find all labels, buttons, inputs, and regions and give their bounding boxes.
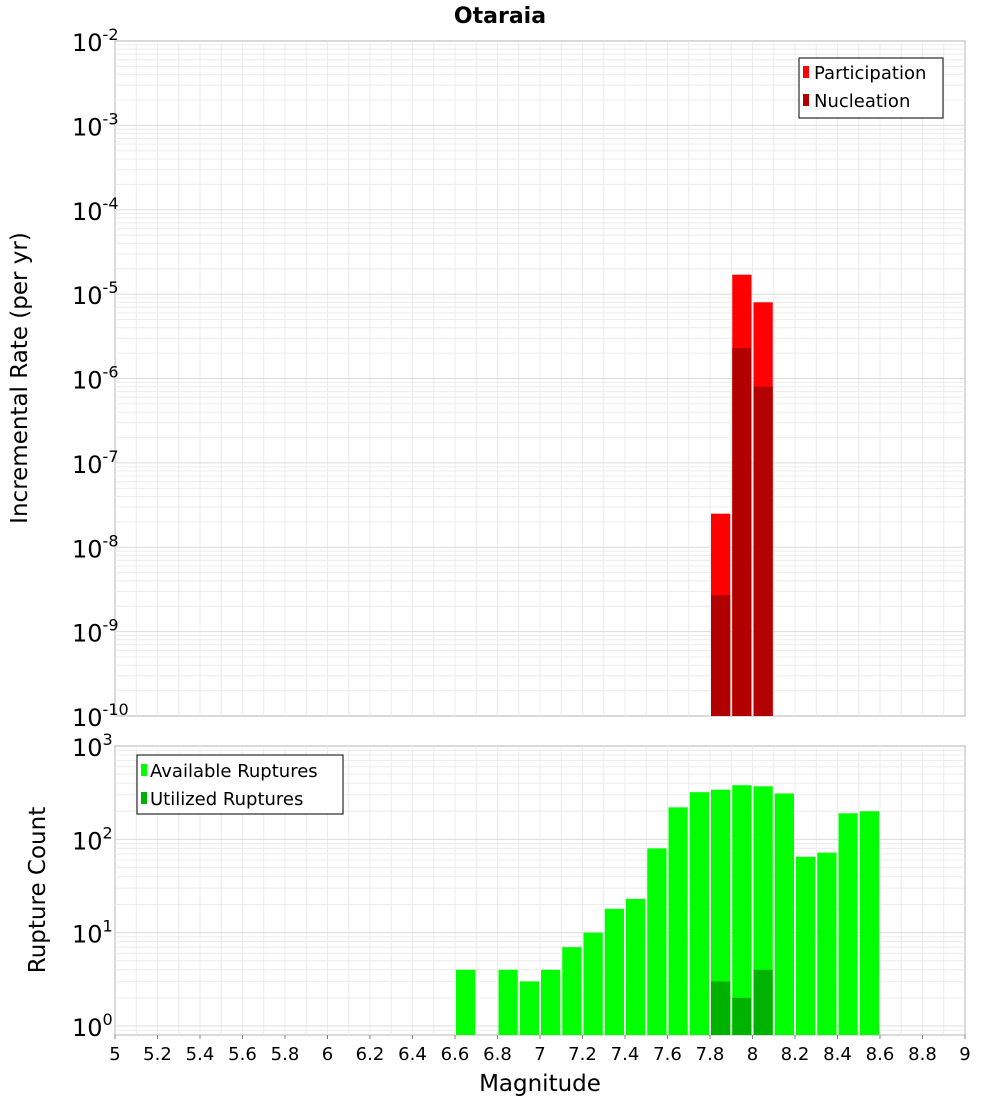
available-ruptures-legend-label: Available Ruptures — [150, 761, 318, 782]
x-axis-label: Magnitude — [479, 1071, 601, 1097]
chart-title: Otaraia — [454, 4, 546, 29]
y-tick-label: 10-10 — [72, 700, 129, 732]
y-tick-label: 101 — [72, 917, 113, 949]
available-ruptures-bar — [796, 856, 816, 1035]
x-tick-label: 6 — [322, 1044, 333, 1065]
x-tick-label: 6.6 — [441, 1044, 470, 1065]
x-tick-label: 9 — [959, 1044, 970, 1065]
y-tick-label: 10-3 — [72, 109, 119, 141]
count-y-axis-label: Rupture Count — [25, 807, 51, 973]
y-tick-label: 10-9 — [72, 616, 119, 648]
available-ruptures-bar — [562, 947, 582, 1035]
nucleation-bar — [732, 347, 752, 716]
y-tick-label: 10-6 — [72, 363, 119, 395]
x-axis-ticks: 5 5.2 5.4 5.6 5.8 6 6.2 6.4 6.6 6.8 7 7.2 7.4 7.6 7.8 8… — [109, 1035, 971, 1065]
available-ruptures-bar — [583, 932, 603, 1035]
count-panel: 100 101 102 103 Rupture Count Available Rup… — [25, 730, 966, 1042]
count-legend: Available Ruptures Utilized Ruptures — [136, 754, 344, 815]
rate-grid — [115, 41, 965, 716]
nucleation-bar — [753, 386, 773, 716]
x-tick-label: 5 — [109, 1044, 120, 1065]
x-tick-label: 7.4 — [611, 1044, 640, 1065]
available-ruptures-bar — [859, 811, 879, 1035]
y-tick-label: 10-4 — [72, 194, 119, 226]
x-tick-label: 8.4 — [823, 1044, 852, 1065]
x-tick-label: 7.2 — [568, 1044, 597, 1065]
x-tick-label: 6.2 — [356, 1044, 385, 1065]
rate-y-ticks: 10-10 10-9 10-8 10-7 10-6 10-5 10-4 10-3 10-2 — [72, 25, 129, 732]
rate-panel: 10-10 10-9 10-8 10-7 10-6 10-5 10-4 10-3 10-2 In… — [7, 25, 966, 732]
available-ruptures-bar — [732, 785, 752, 1035]
rate-y-axis-label: Incremental Rate (per yr) — [7, 232, 33, 524]
nucleation-legend-label: Nucleation — [814, 91, 910, 112]
count-legend-box — [136, 754, 344, 815]
x-tick-label: 7.6 — [653, 1044, 682, 1065]
nucleation-legend-swatch — [803, 94, 809, 106]
nucleation-bar — [711, 595, 731, 716]
available-ruptures-bar — [626, 898, 646, 1035]
available-ruptures-bar — [838, 813, 858, 1035]
available-ruptures-bar — [711, 789, 731, 1035]
available-ruptures-bar — [456, 969, 476, 1035]
available-ruptures-bar — [647, 848, 667, 1035]
participation-legend-swatch — [803, 66, 809, 78]
available-ruptures-bar — [774, 793, 794, 1035]
count-y-ticks: 100 101 102 103 — [72, 730, 113, 1042]
utilized-ruptures-bar — [753, 969, 773, 1035]
rate-legend-box — [798, 57, 944, 119]
x-tick-label: 8.6 — [866, 1044, 895, 1065]
x-tick-label: 7 — [534, 1044, 545, 1065]
rate-legend: Participation Nucleation — [798, 57, 944, 119]
x-tick-label: 8.2 — [781, 1044, 810, 1065]
x-tick-label: 5.2 — [143, 1044, 172, 1065]
x-tick-label: 6.8 — [483, 1044, 512, 1065]
x-tick-label: 5.4 — [186, 1044, 215, 1065]
x-tick-label: 8 — [747, 1044, 758, 1065]
y-tick-label: 102 — [72, 823, 113, 855]
x-tick-label: 5.8 — [271, 1044, 300, 1065]
utilized-ruptures-legend-swatch — [141, 792, 147, 804]
y-tick-label: 10-7 — [72, 447, 119, 479]
x-tick-label: 6.4 — [398, 1044, 427, 1065]
y-tick-label: 10-5 — [72, 278, 119, 310]
available-ruptures-legend-swatch — [141, 764, 147, 776]
available-ruptures-bar — [498, 969, 518, 1035]
available-ruptures-bar — [668, 807, 688, 1035]
count-bars — [456, 785, 879, 1035]
available-ruptures-bar — [541, 969, 561, 1035]
available-ruptures-bar — [817, 852, 837, 1035]
x-tick-label: 8.8 — [908, 1044, 937, 1065]
available-ruptures-bar — [604, 908, 624, 1035]
x-tick-label: 7.8 — [696, 1044, 725, 1065]
rate-bars — [711, 274, 773, 716]
y-tick-label: 103 — [72, 730, 113, 762]
participation-legend-label: Participation — [814, 63, 926, 84]
available-ruptures-bar — [689, 792, 709, 1035]
utilized-ruptures-legend-label: Utilized Ruptures — [150, 789, 303, 810]
y-tick-label: 10-2 — [72, 25, 119, 57]
available-ruptures-bar — [519, 981, 539, 1035]
x-tick-label: 5.6 — [228, 1044, 257, 1065]
y-tick-label: 10-8 — [72, 531, 119, 563]
utilized-ruptures-bar — [732, 997, 752, 1035]
utilized-ruptures-bar — [711, 981, 731, 1035]
y-tick-label: 100 — [72, 1010, 113, 1042]
